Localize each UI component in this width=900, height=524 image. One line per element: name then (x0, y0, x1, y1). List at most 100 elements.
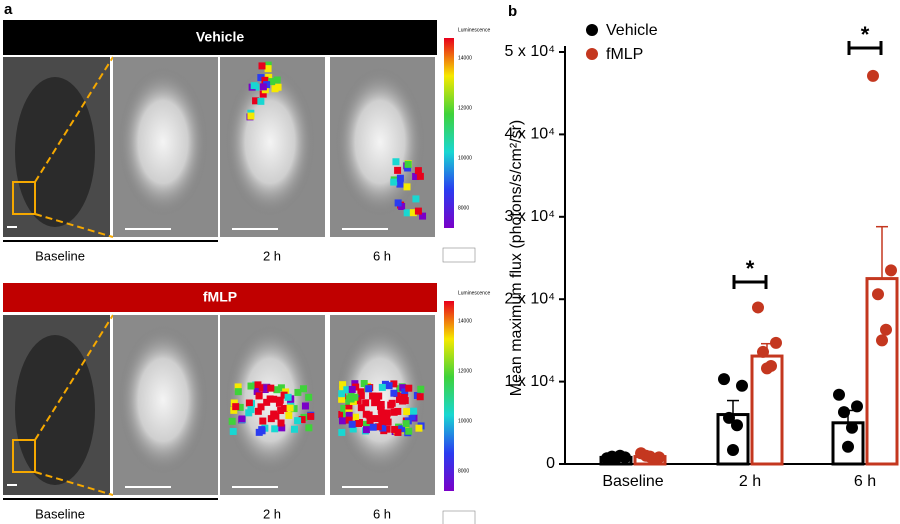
heat-pixel (261, 76, 269, 84)
data-point (761, 362, 773, 375)
data-point (718, 373, 730, 386)
row-title: fMLP (203, 289, 237, 305)
heat-pixel (374, 423, 382, 431)
heat-pixel (396, 174, 404, 182)
heat-pixel (338, 390, 346, 398)
y-tick-label: 4 x 10⁴ (505, 126, 556, 143)
legend-marker (586, 48, 598, 60)
data-point (770, 336, 782, 349)
data-point (833, 388, 845, 401)
data-point (872, 288, 884, 301)
heat-pixel (263, 384, 271, 392)
heat-pixel (369, 423, 377, 431)
heat-pixel (259, 83, 267, 91)
heat-pixel (366, 416, 374, 424)
heat-pixel (305, 424, 313, 432)
data-point (885, 264, 897, 277)
sig-annotation: * (746, 256, 755, 281)
heat-pixel (290, 425, 298, 433)
roi-box (12, 181, 36, 215)
heat-pixel (351, 393, 359, 401)
heat-pixel (265, 73, 273, 81)
roi-box (12, 439, 36, 473)
x-tick-label: Baseline (602, 473, 663, 490)
heat-pixel (362, 426, 370, 434)
data-point (757, 345, 769, 358)
heat-pixel (398, 425, 406, 433)
colorbar-title: Luminescence (458, 27, 490, 33)
heat-pixel (273, 76, 281, 84)
data-point (851, 400, 863, 413)
heat-pixel (396, 180, 404, 188)
colorbar-tick: 14000 (458, 318, 472, 324)
heat-pixel (257, 403, 265, 411)
heat-pixel (339, 386, 347, 394)
heat-pixel (390, 178, 398, 186)
heat-pixel (264, 65, 272, 73)
heat-pixel (338, 410, 346, 418)
tissue-glow (118, 67, 208, 217)
heat-pixel (403, 408, 411, 416)
heat-pixel (271, 425, 279, 433)
heat-pixel (347, 395, 355, 403)
heat-pixel (404, 160, 412, 168)
heat-pixel (266, 395, 274, 403)
heat-pixel (338, 428, 346, 436)
heat-pixel (399, 384, 407, 392)
colorbar-info (442, 247, 476, 263)
colorbar (444, 301, 454, 491)
data-point (731, 419, 743, 432)
time-label: 6 h (373, 248, 391, 263)
heat-pixel (285, 411, 293, 419)
heat-pixel (298, 416, 306, 424)
heat-pixel (270, 395, 278, 403)
heat-pixel (377, 406, 385, 414)
heat-pixel (373, 398, 381, 406)
data-point (736, 379, 748, 392)
heat-pixel (390, 380, 398, 388)
heat-pixel (280, 391, 288, 399)
heat-pixel (377, 400, 385, 408)
heat-pixel (365, 385, 373, 393)
heat-pixel (362, 399, 370, 407)
zoom-line (34, 213, 114, 238)
heat-pixel (278, 424, 286, 432)
panel-label: b (508, 3, 517, 20)
heat-pixel (403, 183, 411, 191)
heat-pixel (307, 412, 315, 420)
heat-pixel (412, 195, 420, 203)
heat-pixel (255, 428, 263, 436)
data-point (644, 450, 656, 463)
heat-pixel (268, 78, 276, 86)
row-banner (3, 283, 437, 312)
row-banner (3, 20, 437, 55)
data-point (610, 452, 622, 465)
heat-pixel (264, 61, 272, 69)
heat-pixel (339, 417, 347, 425)
legend-label: fMLP (606, 46, 643, 63)
x-tick-label: 6 h (854, 473, 876, 490)
heat-pixel (399, 397, 407, 405)
heat-pixel (267, 384, 275, 392)
heat-pixel (390, 408, 398, 416)
tissue-glow (335, 67, 425, 217)
heat-pixel (230, 399, 238, 407)
heat-pixel (273, 386, 281, 394)
heat-pixel (394, 407, 402, 415)
legend-marker (586, 24, 598, 36)
heat-pixel (378, 383, 386, 391)
heat-pixel (234, 383, 242, 391)
heat-pixel (384, 418, 392, 426)
colorbar-tick: 10000 (458, 418, 472, 424)
data-point (723, 411, 735, 424)
zoom-line (34, 56, 114, 183)
heat-pixel (357, 392, 365, 400)
time-label: Baseline (35, 506, 85, 521)
data-point (876, 334, 888, 347)
heat-pixel (339, 381, 347, 389)
colorbar-info (442, 510, 476, 524)
heat-pixel (416, 393, 424, 401)
heat-pixel (419, 212, 427, 220)
colorbar-tick: 14000 (458, 55, 472, 61)
legend-label: Vehicle (606, 22, 658, 39)
